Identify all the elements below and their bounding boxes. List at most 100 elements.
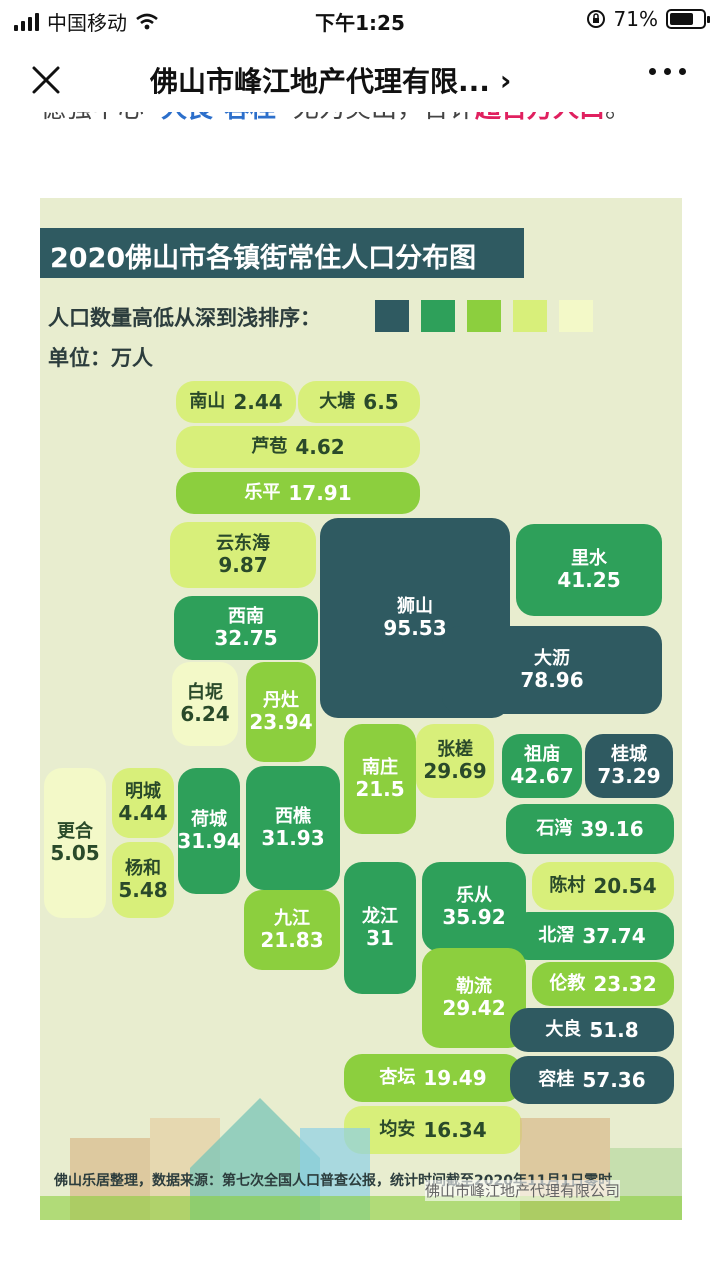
district-name: 南庄 [362, 757, 398, 779]
district-tile: 西樵 31.93 [246, 766, 340, 890]
district-name: 桂城 [611, 744, 647, 766]
district-population: 16.34 [423, 1118, 487, 1142]
district-tile: 明城 4.44 [112, 768, 174, 838]
district-tile: 杏坛 19.49 [344, 1054, 522, 1102]
district-tile: 西南 32.75 [174, 596, 318, 660]
district-tile: 大塘 6.5 [298, 381, 420, 423]
article-highlight-red: 超百万人口 [475, 112, 605, 125]
district-population: 41.25 [557, 567, 621, 592]
district-tile: 桂城 73.29 [585, 734, 673, 798]
district-population: 5.05 [50, 840, 100, 865]
district-population: 42.67 [510, 763, 574, 788]
district-name: 陈村 [549, 875, 586, 897]
district-name: 大沥 [534, 648, 570, 670]
district-tile: 更合 5.05 [44, 768, 106, 918]
district-tile: 杨和 5.48 [112, 842, 174, 918]
district-tile: 容桂 57.36 [510, 1056, 674, 1104]
district-tile: 乐平 17.91 [176, 472, 420, 514]
district-name: 张槎 [437, 739, 473, 761]
district-name: 西南 [228, 606, 264, 628]
district-name: 乐从 [456, 885, 492, 907]
unit-label: 单位：万人 [48, 346, 153, 370]
district-name: 大塘 [319, 391, 356, 413]
district-name: 伦教 [549, 973, 586, 995]
article-text-end: 。 [605, 112, 631, 125]
district-tile: 丹灶 23.94 [246, 662, 316, 762]
status-bar: 中国移动 下午1:25 71% [0, 0, 720, 40]
district-population: 21.83 [260, 927, 324, 952]
district-tile: 白坭 6.24 [172, 662, 238, 746]
district-population: 29.69 [423, 758, 487, 783]
district-tile: 祖庙 42.67 [502, 734, 582, 798]
district-name: 云东海 [216, 533, 270, 555]
district-population: 73.29 [597, 763, 661, 788]
district-population: 31.94 [177, 828, 241, 853]
article-highlight-blue: “大良-容桂” [144, 112, 293, 125]
district-tile: 九江 21.83 [244, 890, 340, 970]
legend-swatch-3 [467, 300, 501, 332]
chevron-right-icon: › [499, 63, 512, 97]
district-population: 39.16 [580, 817, 644, 841]
district-population: 35.92 [442, 904, 506, 929]
district-name: 杨和 [125, 858, 161, 880]
district-name: 芦苞 [251, 436, 288, 458]
watermark: 佛山市峰江地产代理有限公司 [425, 1180, 621, 1201]
article-text-middle: 尤为突出，合计 [293, 112, 475, 125]
legend-swatch-1 [375, 300, 409, 332]
buildings-illustration [40, 1098, 682, 1220]
district-tile: 南山 2.44 [176, 381, 296, 423]
district-name: 龙江 [362, 906, 398, 928]
district-tile: 张槎 29.69 [416, 724, 494, 798]
district-population: 78.96 [520, 667, 584, 692]
district-tile: 南庄 21.5 [344, 724, 416, 834]
district-population: 5.48 [118, 877, 168, 902]
district-population: 31.93 [261, 825, 325, 850]
district-name: 杏坛 [379, 1067, 416, 1089]
district-population: 21.5 [355, 776, 405, 801]
legend-label: 人口数量高低从深到浅排序： [48, 306, 321, 330]
district-name: 均安 [379, 1119, 416, 1141]
district-tile: 石湾 39.16 [506, 804, 674, 854]
district-population: 51.8 [589, 1018, 639, 1042]
district-population: 31 [366, 925, 394, 950]
district-tile: 芦苞 4.62 [176, 426, 420, 468]
nav-title-link[interactable]: 佛山市峰江地产代理有限... › [150, 60, 580, 100]
color-legend [375, 300, 593, 332]
article-text-before: 德强中心 [40, 112, 144, 125]
more-icon[interactable] [649, 68, 686, 75]
battery-percent: 71% [613, 7, 658, 31]
district-population: 2.44 [233, 390, 283, 414]
nav-title: 佛山市峰江地产代理有限... [150, 65, 490, 98]
district-name: 更合 [57, 821, 93, 843]
legend-swatch-5 [559, 300, 593, 332]
wifi-icon [136, 13, 158, 29]
article-text-partial: 德强中心“大良-容桂”尤为突出，合计超百万人口。 [40, 112, 690, 142]
carrier-label: 中国移动 [47, 11, 127, 35]
district-tile: 陈村 20.54 [532, 862, 674, 910]
battery-icon [666, 9, 710, 29]
district-population: 4.44 [118, 800, 168, 825]
district-name: 明城 [125, 781, 161, 803]
population-infographic[interactable]: 2020佛山市各镇街常住人口分布图 人口数量高低从深到浅排序： 单位：万人 南山… [40, 198, 682, 1220]
district-name: 九江 [274, 908, 310, 930]
district-name: 大良 [545, 1019, 582, 1041]
district-name: 西樵 [275, 806, 311, 828]
district-tile: 伦教 23.32 [532, 962, 674, 1006]
district-population: 19.49 [423, 1066, 487, 1090]
district-population: 57.36 [582, 1068, 646, 1092]
district-tile: 里水 41.25 [516, 524, 662, 616]
district-population: 95.53 [383, 615, 447, 640]
district-tile: 勒流 29.42 [422, 948, 526, 1048]
district-tile: 狮山 95.53 [320, 518, 510, 718]
status-time: 下午1:25 [315, 11, 405, 35]
district-name: 白坭 [187, 682, 223, 704]
district-population: 4.62 [295, 435, 345, 459]
signal-icon [14, 12, 39, 31]
district-population: 23.94 [249, 709, 313, 734]
district-population: 32.75 [214, 625, 278, 650]
close-icon[interactable] [28, 62, 64, 98]
district-name: 勒流 [456, 976, 492, 998]
district-population: 6.5 [363, 390, 399, 414]
legend-swatch-2 [421, 300, 455, 332]
district-name: 乐平 [244, 482, 281, 504]
